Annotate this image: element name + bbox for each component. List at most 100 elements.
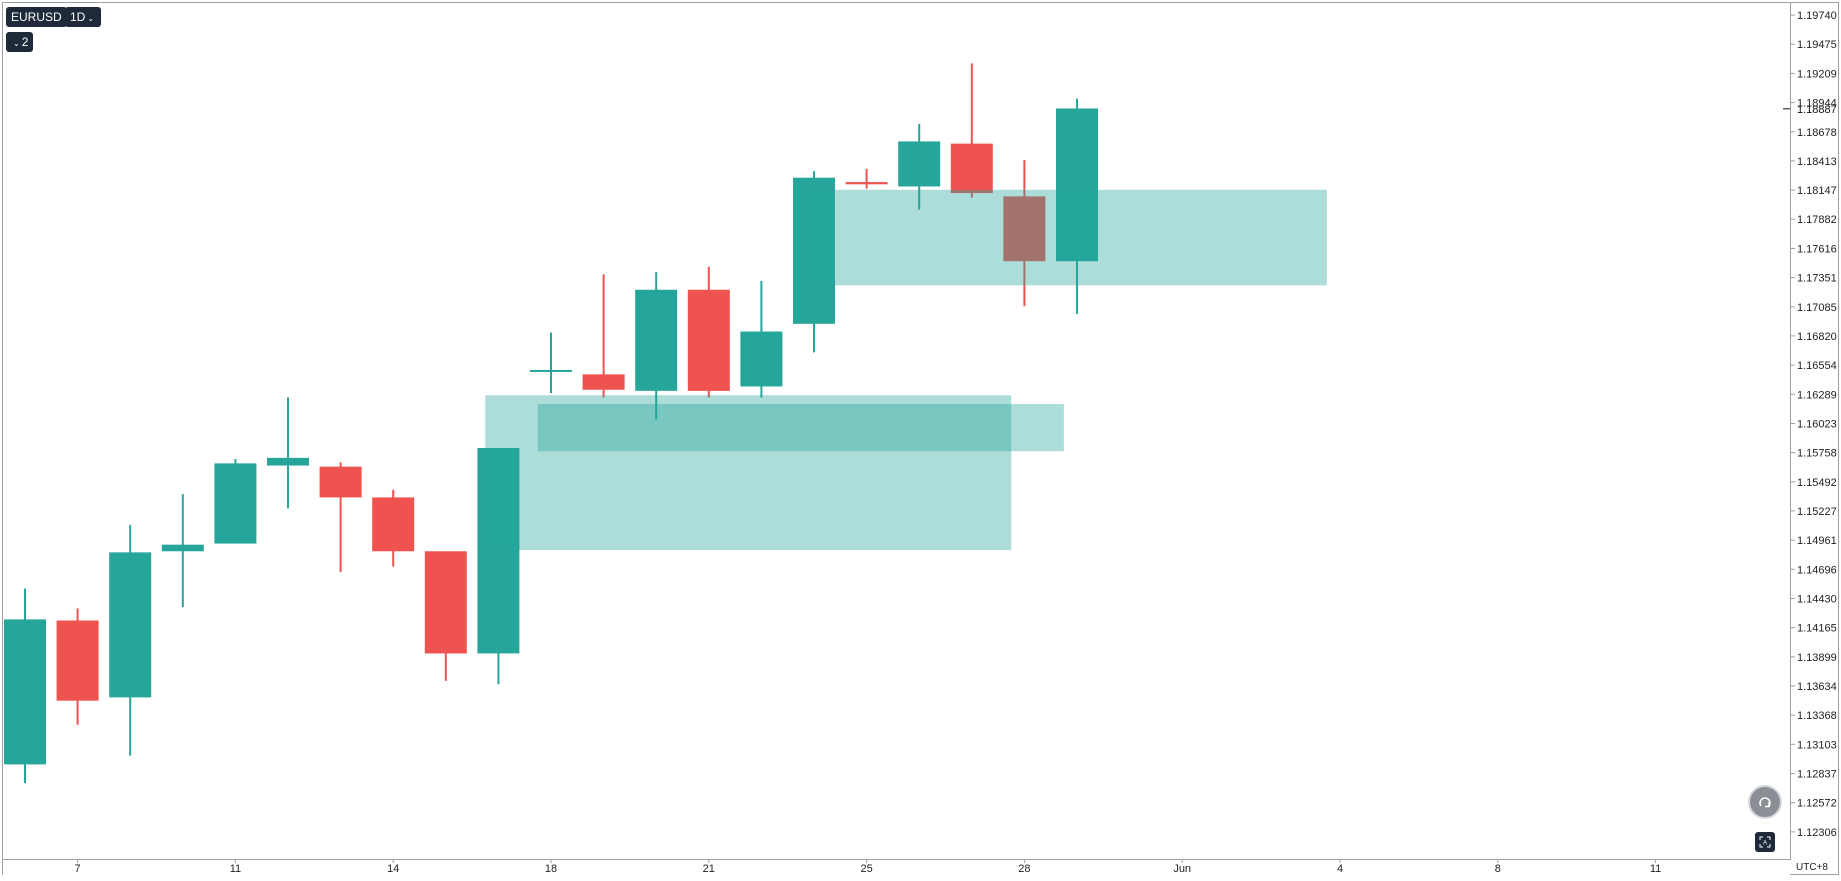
candle-body	[635, 289, 678, 391]
candle	[214, 458, 257, 544]
timezone-label[interactable]: UTC+8	[1796, 862, 1828, 873]
symbol-label: EURUSD	[11, 10, 62, 24]
candle	[1056, 98, 1098, 314]
candle-body	[740, 331, 783, 387]
candle	[4, 588, 46, 784]
price-tick-label: 1.12837	[1797, 769, 1837, 781]
price-tick-label: 1.16289	[1797, 389, 1837, 401]
price-tick-label: 1.17085	[1797, 302, 1837, 314]
price-tick-label: 1.19475	[1797, 39, 1837, 51]
price-tick-label: 1.15227	[1797, 506, 1837, 518]
candle-body	[687, 289, 730, 391]
candle-body	[267, 457, 309, 466]
time-tick-label: 11	[230, 863, 241, 875]
candle	[635, 272, 678, 420]
price-tick-label: 1.14696	[1797, 564, 1837, 576]
plot-area[interactable]	[3, 3, 1791, 860]
candle-body	[319, 466, 362, 498]
candle-body	[109, 552, 152, 698]
price-tick-label: 1.16820	[1797, 331, 1837, 343]
candlestick-chart[interactable]	[3, 3, 1791, 860]
time-tick-label: 8	[1495, 863, 1501, 875]
candle-body	[582, 374, 625, 390]
auto-scale-button[interactable]: A	[1755, 832, 1775, 852]
price-tick-label: 1.18944	[1797, 98, 1837, 110]
interval-label: 1D	[70, 10, 86, 24]
candle-body	[530, 369, 572, 372]
auto-scale-icon: A	[1759, 836, 1771, 848]
candle	[267, 397, 309, 509]
time-tick-label: 14	[387, 863, 399, 875]
candle	[161, 494, 204, 608]
price-tick-label: 1.13634	[1797, 681, 1837, 693]
candle	[582, 274, 625, 398]
time-tick-label: 25	[860, 863, 872, 875]
chevron-down-icon: ⌄	[13, 39, 20, 48]
candle-body	[214, 463, 257, 544]
interval-button[interactable]: 1D ⌄	[65, 7, 102, 27]
candle	[424, 551, 467, 681]
price-tick-label: 1.12572	[1797, 798, 1837, 810]
rotate-reset-icon	[1759, 797, 1771, 808]
price-tick-label: 1.17351	[1797, 273, 1837, 285]
price-tick-label: 1.16023	[1797, 418, 1837, 430]
candle-body	[898, 141, 941, 187]
price-tick-label: 1.14961	[1797, 535, 1837, 547]
zone-box	[537, 404, 1064, 452]
chevron-down-icon: ⌄	[87, 14, 95, 23]
candle-body	[56, 620, 99, 701]
indicators-toggle[interactable]: ⌄ 2	[6, 32, 34, 52]
candle-body	[424, 551, 467, 654]
last-price-label: 1.18887	[1797, 104, 1837, 116]
candle-body	[950, 143, 993, 194]
candle	[109, 524, 152, 756]
candle	[56, 608, 99, 725]
time-tick-label: 11	[1650, 863, 1661, 875]
time-tick-label: 21	[703, 863, 715, 875]
price-tick-label: 1.13103	[1797, 739, 1837, 751]
price-axis[interactable]: 1.19740 1.19475 1.19209 1.18944 1.18678 1.184…	[1790, 3, 1838, 860]
candle-body	[477, 447, 520, 654]
candle	[950, 63, 993, 198]
price-tick-label: 1.18678	[1797, 127, 1837, 139]
price-tick-label: 1.18413	[1797, 156, 1837, 168]
candle	[740, 280, 783, 398]
price-tick-label: 1.19740	[1797, 10, 1837, 22]
candle	[319, 462, 362, 573]
price-tick-label: 1.15492	[1797, 477, 1837, 489]
price-tick-label: 1.14165	[1797, 623, 1837, 635]
candle	[372, 489, 415, 567]
candle-body	[1056, 108, 1098, 262]
price-tick-label: 1.12306	[1797, 827, 1837, 839]
price-tick-label: 1.18147	[1797, 185, 1837, 197]
candle-body	[1003, 196, 1046, 262]
price-axis-labels: 1.19740 1.19475 1.19209 1.18944 1.18678 1.184…	[1791, 10, 1837, 839]
time-axis-labels: 7 11 14 18 21 25 28 Jun 4 8 11	[75, 860, 1661, 875]
candle-body	[372, 497, 415, 552]
time-axis[interactable]: 7 11 14 18 21 25 28 Jun 4 8 11	[3, 859, 1790, 875]
svg-text:A: A	[1763, 841, 1767, 847]
candle-body	[793, 177, 835, 324]
candle-body	[4, 619, 46, 765]
price-tick-label: 1.17882	[1797, 214, 1837, 226]
candle-body	[845, 182, 888, 185]
price-tick-label: 1.13899	[1797, 652, 1837, 664]
candle	[530, 332, 572, 394]
reset-chart-button[interactable]	[1748, 785, 1782, 819]
candle	[1003, 160, 1046, 307]
candle	[793, 171, 835, 353]
symbol-button[interactable]: EURUSD	[6, 7, 67, 27]
candle-body	[161, 544, 204, 552]
candle	[477, 447, 520, 685]
price-tick-label: 1.19209	[1797, 68, 1837, 80]
price-tick-label: 1.16554	[1797, 360, 1837, 372]
candle	[898, 123, 941, 210]
candle	[687, 266, 730, 398]
price-tick-label: 1.17616	[1797, 243, 1837, 255]
time-tick-label: Jun	[1173, 863, 1191, 875]
time-tick-label: 4	[1337, 863, 1343, 875]
time-tick-label: 7	[75, 863, 81, 875]
price-tick-label: 1.13368	[1797, 710, 1837, 722]
price-tick-label: 1.15758	[1797, 448, 1837, 460]
indicator-count: 2	[21, 35, 29, 49]
